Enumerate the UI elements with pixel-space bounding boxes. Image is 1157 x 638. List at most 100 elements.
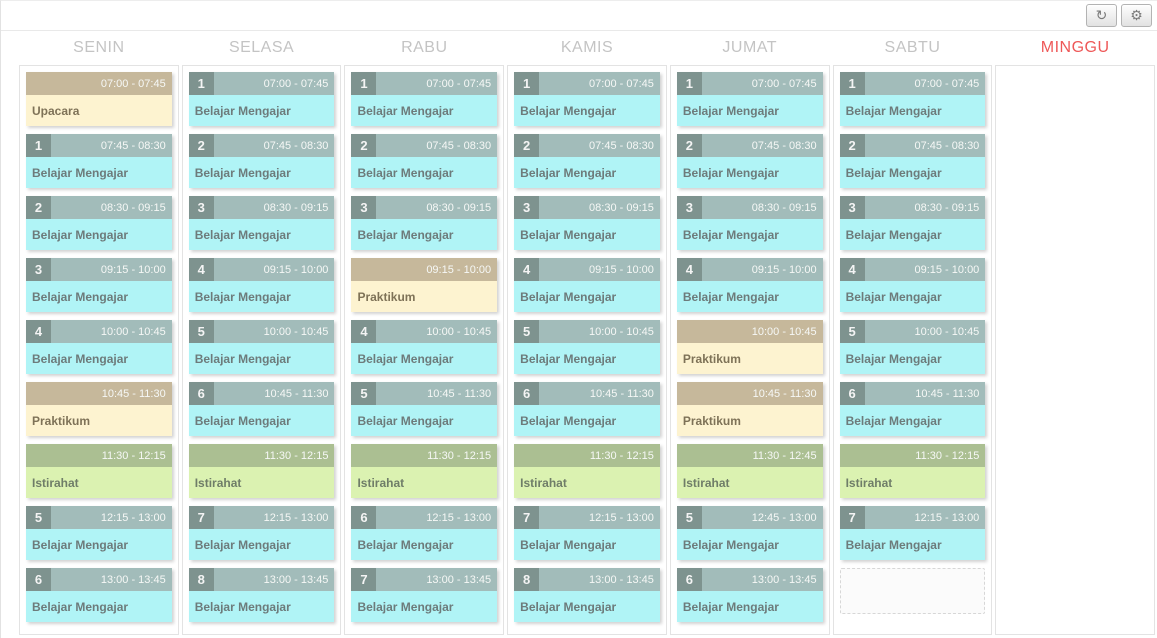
- schedule-card[interactable]: 5 10:45 - 11:30 Belajar Mengajar: [351, 382, 498, 436]
- time-range: 10:00 - 10:45: [263, 325, 329, 338]
- card-body: Istirahat: [514, 467, 660, 498]
- schedule-card[interactable]: 11:30 - 12:15 Istirahat: [26, 444, 172, 498]
- schedule-card[interactable]: 7 12:15 - 13:00 Belajar Mengajar: [839, 506, 986, 560]
- activity-label: Belajar Mengajar: [357, 413, 454, 428]
- schedule-card[interactable]: 10:45 - 11:30 Praktikum: [676, 382, 823, 436]
- schedule-card[interactable]: 10:00 - 10:45 Praktikum: [676, 320, 823, 374]
- activity-label: Praktikum: [357, 289, 416, 304]
- card-body: Belajar Mengajar: [188, 529, 335, 560]
- card-body: Istirahat: [676, 467, 823, 498]
- schedule-card[interactable]: 09:15 - 10:00 Praktikum: [351, 258, 498, 312]
- activity-label: Belajar Mengajar: [845, 413, 942, 428]
- card-header: 2 08:30 - 09:15: [26, 196, 172, 219]
- empty-slot[interactable]: [839, 568, 986, 614]
- schedule-card[interactable]: 3 08:30 - 09:15 Belajar Mengajar: [514, 196, 660, 250]
- schedule-card[interactable]: 8 13:00 - 13:45 Belajar Mengajar: [188, 568, 335, 622]
- schedule-card[interactable]: 11:30 - 12:15 Istirahat: [839, 444, 986, 498]
- schedule-card[interactable]: 3 08:30 - 09:15 Belajar Mengajar: [839, 196, 986, 250]
- card-body: Belajar Mengajar: [676, 591, 823, 622]
- activity-label: Istirahat: [845, 475, 893, 490]
- card-header: 8 13:00 - 13:45: [514, 568, 660, 591]
- lesson-number-badge: 1: [26, 134, 51, 157]
- time-range: 07:45 - 08:30: [914, 139, 980, 152]
- card-header: 7 12:15 - 13:00: [188, 506, 335, 529]
- activity-label: Belajar Mengajar: [32, 351, 129, 366]
- schedule-card[interactable]: 7 12:15 - 13:00 Belajar Mengajar: [188, 506, 335, 560]
- lesson-number-badge: 4: [351, 320, 377, 343]
- activity-label: Belajar Mengajar: [32, 289, 129, 304]
- schedule-card[interactable]: 11:30 - 12:15 Istirahat: [514, 444, 660, 498]
- schedule-card[interactable]: 4 09:15 - 10:00 Belajar Mengajar: [514, 258, 660, 312]
- schedule-card[interactable]: 1 07:00 - 07:45 Belajar Mengajar: [351, 72, 498, 126]
- schedule-card[interactable]: 6 13:00 - 13:45 Belajar Mengajar: [26, 568, 172, 622]
- schedule-card[interactable]: 11:30 - 12:15 Istirahat: [188, 444, 335, 498]
- card-body: Belajar Mengajar: [351, 405, 498, 436]
- schedule-card[interactable]: 2 07:45 - 08:30 Belajar Mengajar: [839, 134, 986, 188]
- schedule-card[interactable]: 1 07:00 - 07:45 Belajar Mengajar: [676, 72, 823, 126]
- lesson-number-badge: 6: [26, 568, 51, 591]
- schedule-card[interactable]: 4 09:15 - 10:00 Belajar Mengajar: [676, 258, 823, 312]
- schedule-card[interactable]: 2 07:45 - 08:30 Belajar Mengajar: [351, 134, 498, 188]
- schedule-card[interactable]: 3 08:30 - 09:15 Belajar Mengajar: [351, 196, 498, 250]
- card-body: Belajar Mengajar: [26, 591, 172, 622]
- card-header: 4 09:15 - 10:00: [188, 258, 335, 281]
- activity-label: Praktikum: [682, 413, 741, 428]
- schedule-card[interactable]: 3 08:30 - 09:15 Belajar Mengajar: [188, 196, 335, 250]
- activity-label: Belajar Mengajar: [682, 227, 779, 242]
- card-body: Belajar Mengajar: [514, 219, 660, 250]
- card-body: Belajar Mengajar: [351, 343, 498, 374]
- schedule-card[interactable]: 3 08:30 - 09:15 Belajar Mengajar: [676, 196, 823, 250]
- schedule-card[interactable]: 4 09:15 - 10:00 Belajar Mengajar: [839, 258, 986, 312]
- schedule-card[interactable]: 7 13:00 - 13:45 Belajar Mengajar: [351, 568, 498, 622]
- schedule-card[interactable]: 1 07:00 - 07:45 Belajar Mengajar: [839, 72, 986, 126]
- card-body: Belajar Mengajar: [676, 529, 823, 560]
- card-header: 07:00 - 07:45: [26, 72, 172, 95]
- time-range: 12:15 - 13:00: [589, 511, 654, 524]
- card-header: 2 07:45 - 08:30: [676, 134, 823, 157]
- activity-label: Belajar Mengajar: [194, 599, 291, 614]
- time-range: 09:15 - 10:00: [751, 263, 817, 276]
- card-body: Istirahat: [26, 467, 172, 498]
- schedule-card[interactable]: 7 12:15 - 13:00 Belajar Mengajar: [514, 506, 660, 560]
- schedule-card[interactable]: 6 12:15 - 13:00 Belajar Mengajar: [351, 506, 498, 560]
- lesson-number-badge: 4: [514, 258, 540, 281]
- schedule-card[interactable]: 3 09:15 - 10:00 Belajar Mengajar: [26, 258, 172, 312]
- time-range: 09:15 - 10:00: [263, 263, 329, 276]
- lesson-number-badge: 5: [26, 506, 51, 529]
- schedule-card[interactable]: 6 10:45 - 11:30 Belajar Mengajar: [839, 382, 986, 436]
- schedule-card[interactable]: 2 08:30 - 09:15 Belajar Mengajar: [26, 196, 172, 250]
- schedule-card[interactable]: 6 10:45 - 11:30 Belajar Mengajar: [188, 382, 335, 436]
- schedule-card[interactable]: 11:30 - 12:45 Istirahat: [676, 444, 823, 498]
- card-header: 5 12:45 - 13:00: [676, 506, 823, 529]
- lesson-number-badge: 1: [514, 72, 540, 95]
- time-range: 12:15 - 13:00: [100, 511, 166, 524]
- schedule-card[interactable]: 5 10:00 - 10:45 Belajar Mengajar: [839, 320, 986, 374]
- schedule-card[interactable]: 4 10:00 - 10:45 Belajar Mengajar: [26, 320, 172, 374]
- schedule-card[interactable]: 5 10:00 - 10:45 Belajar Mengajar: [188, 320, 335, 374]
- schedule-card[interactable]: 5 12:45 - 13:00 Belajar Mengajar: [676, 506, 823, 560]
- schedule-card[interactable]: 4 09:15 - 10:00 Belajar Mengajar: [188, 258, 335, 312]
- refresh-button[interactable]: ↻: [1086, 4, 1117, 27]
- schedule-card[interactable]: 6 10:45 - 11:30 Belajar Mengajar: [514, 382, 660, 436]
- activity-label: Istirahat: [32, 475, 79, 490]
- schedule-card[interactable]: 4 10:00 - 10:45 Belajar Mengajar: [351, 320, 498, 374]
- day-header-sabtu: SABTU: [884, 39, 941, 56]
- card-body: Belajar Mengajar: [26, 157, 172, 188]
- schedule-card[interactable]: 5 10:00 - 10:45 Belajar Mengajar: [514, 320, 660, 374]
- activity-label: Belajar Mengajar: [357, 537, 454, 552]
- schedule-card[interactable]: 07:00 - 07:45 Upacara: [26, 72, 172, 126]
- schedule-card[interactable]: 11:30 - 12:15 Istirahat: [351, 444, 498, 498]
- schedule-card[interactable]: 10:45 - 11:30 Praktikum: [26, 382, 172, 436]
- settings-button[interactable]: ⚙: [1121, 4, 1152, 27]
- card-header: 2 07:45 - 08:30: [514, 134, 660, 157]
- schedule-card[interactable]: 2 07:45 - 08:30 Belajar Mengajar: [676, 134, 823, 188]
- schedule-card[interactable]: 8 13:00 - 13:45 Belajar Mengajar: [514, 568, 660, 622]
- card-header: 3 08:30 - 09:15: [351, 196, 498, 219]
- schedule-card[interactable]: 2 07:45 - 08:30 Belajar Mengajar: [514, 134, 660, 188]
- schedule-card[interactable]: 5 12:15 - 13:00 Belajar Mengajar: [26, 506, 172, 560]
- schedule-card[interactable]: 1 07:45 - 08:30 Belajar Mengajar: [26, 134, 172, 188]
- schedule-card[interactable]: 6 13:00 - 13:45 Belajar Mengajar: [676, 568, 823, 622]
- schedule-card[interactable]: 1 07:00 - 07:45 Belajar Mengajar: [188, 72, 335, 126]
- schedule-card[interactable]: 2 07:45 - 08:30 Belajar Mengajar: [188, 134, 335, 188]
- schedule-card[interactable]: 1 07:00 - 07:45 Belajar Mengajar: [514, 72, 660, 126]
